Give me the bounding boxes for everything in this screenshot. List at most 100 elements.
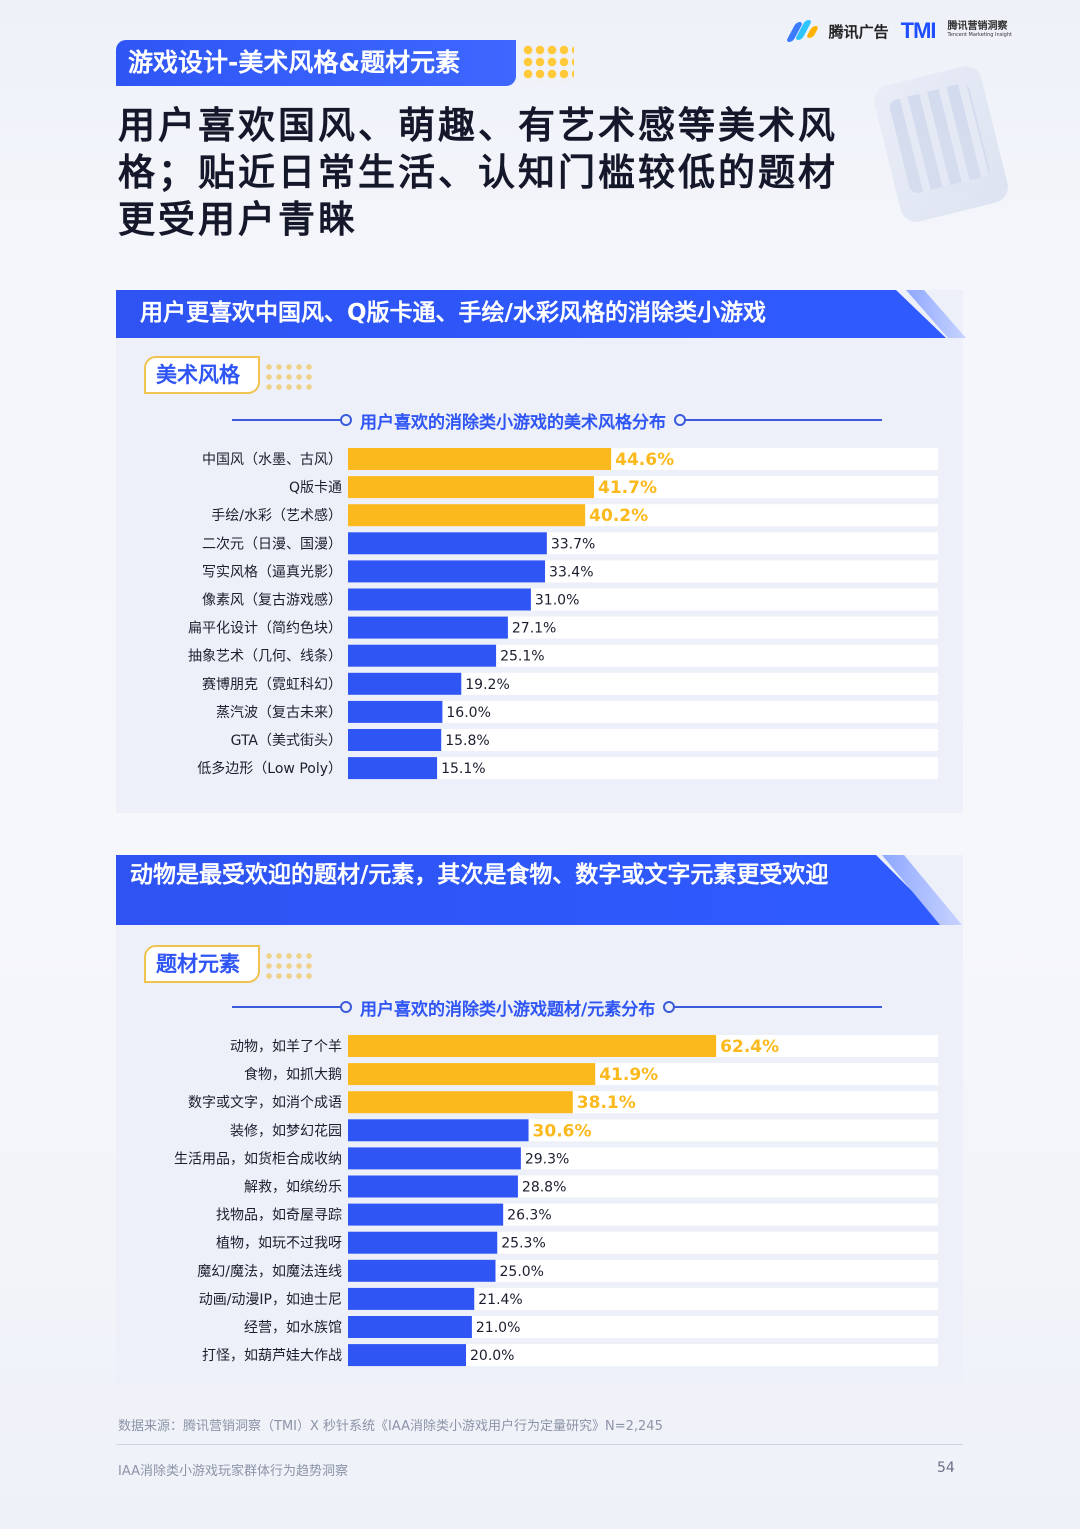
bar — [348, 588, 531, 611]
page-headline: 用户喜欢国风、萌趣、有艺术感等美术风格；贴近日常生活、认知门槛较低的题材更受用户… — [118, 104, 838, 241]
bar — [348, 1119, 529, 1142]
tmi-sub: Tencent Marketing Insight — [947, 32, 1012, 38]
bar — [348, 1091, 573, 1114]
bar — [348, 1259, 496, 1282]
category-label: 手绘/水彩（艺术感） — [211, 507, 342, 524]
chart-title-line-left — [232, 1001, 352, 1013]
chart-title-row: 用户喜欢的消除类小游戏的美术风格分布 — [232, 408, 882, 433]
category-label: GTA（美式街头） — [231, 733, 342, 749]
category-label: 植物，如玩不过我呀 — [216, 1236, 342, 1252]
category-label: 抽象艺术（几何、线条） — [188, 648, 342, 665]
category-label: 动画/动漫IP，如迪士尼 — [199, 1292, 342, 1308]
value-label: 62.4% — [720, 1037, 779, 1057]
category-label: 数字或文字，如消个成语 — [188, 1095, 342, 1111]
category-label: 生活用品，如货柜合成收纳 — [174, 1150, 342, 1167]
value-label: 25.0% — [500, 1264, 544, 1280]
bar — [348, 1316, 472, 1338]
bar-track — [348, 1287, 938, 1310]
value-label: 30.6% — [533, 1121, 592, 1141]
tmi-name: 腾讯营销洞察 — [947, 21, 1008, 32]
bar — [348, 448, 612, 470]
bar-track — [348, 1344, 938, 1367]
bar-track — [348, 1316, 938, 1338]
art-style-tag: 美术风格 — [144, 356, 260, 394]
value-label: 41.7% — [598, 478, 657, 498]
page-number: 54 — [937, 1460, 955, 1476]
theme-element-panel: 动物是最受欢迎的题材/元素，其次是食物、数字或文字元素更受欢迎 题材元素 用户喜… — [116, 855, 963, 1385]
category-label: 解救，如缤纷乐 — [244, 1180, 342, 1196]
category-label: 装修，如梦幻花园 — [230, 1123, 342, 1139]
bar — [348, 476, 595, 499]
category-label: 找物品，如奇屋寻踪 — [216, 1207, 342, 1224]
bar-track — [348, 757, 938, 780]
category-label: 动物，如羊了个羊 — [230, 1039, 342, 1055]
value-label: 25.1% — [500, 649, 544, 665]
bar-track — [348, 672, 938, 695]
bar — [348, 700, 443, 723]
art-style-panel: 用户更喜欢中国风、Q版卡通、手绘/水彩风格的消除类小游戏 美术风格 用户喜欢的消… — [116, 290, 966, 813]
chart-title: 用户喜欢的消除类小游戏的美术风格分布 — [360, 412, 666, 433]
category-label: 像素风（复古游戏感） — [202, 592, 342, 609]
bar — [348, 672, 462, 695]
tmi-logo-text: 腾讯营销洞察 Tencent Marketing Insight — [948, 22, 1012, 40]
category-label: 扁平化设计（简约色块） — [188, 620, 342, 637]
bar — [348, 560, 546, 583]
tencent-ads-logo-icon — [785, 20, 819, 42]
tencent-ads-logo: 腾讯广告 TMI 腾讯营销洞察 Tencent Marketing Insigh… — [785, 18, 1012, 44]
category-label: 写实风格（逼真光影） — [202, 564, 342, 580]
bar-track — [348, 700, 938, 723]
bar — [348, 1203, 504, 1226]
art-style-bar-chart: 中国风（水墨、古风） 44.6% Q版卡通 41.7% 手绘/水彩（艺术感） 40.2% 二… — [188, 448, 938, 780]
tencent-ads-logo-text: 腾讯广告 — [828, 22, 889, 41]
decorative-phone-illustration — [870, 62, 1012, 226]
bar — [348, 1063, 596, 1086]
category-label: Q版卡通 — [289, 480, 342, 496]
chart-title-line-left — [232, 414, 352, 426]
value-label: 26.3% — [507, 1208, 551, 1224]
value-label: 40.2% — [589, 506, 648, 526]
value-label: 29.3% — [525, 1151, 569, 1167]
art-style-banner: 用户更喜欢中国风、Q版卡通、手绘/水彩风格的消除类小游戏 — [116, 290, 946, 338]
category-label: 经营，如水族馆 — [244, 1320, 342, 1336]
bar — [348, 757, 438, 780]
value-label: 28.8% — [522, 1180, 566, 1196]
bar — [348, 1147, 521, 1170]
value-label: 19.2% — [465, 677, 509, 693]
category-label: 赛博朋克（霓虹科幻） — [202, 676, 342, 693]
bar — [348, 1175, 518, 1198]
value-label: 20.0% — [470, 1348, 514, 1364]
value-label: 25.3% — [501, 1236, 545, 1252]
footer-report-title: IAA消除类小游戏玩家群体行为趋势洞察 — [118, 1464, 348, 1479]
value-label: 16.0% — [446, 705, 490, 721]
value-label: 27.1% — [512, 621, 556, 637]
value-label: 21.4% — [478, 1292, 522, 1308]
category-label: 蒸汽波（复古未来） — [216, 704, 342, 721]
value-label: 15.8% — [445, 733, 489, 749]
theme-element-tag: 题材元素 — [144, 945, 260, 983]
value-label: 33.7% — [551, 536, 595, 552]
category-label: 魔幻/魔法，如魔法连线 — [197, 1264, 342, 1280]
bar — [348, 1344, 466, 1367]
bar — [348, 1287, 475, 1310]
category-label: 打怪，如葫芦娃大作战 — [202, 1347, 342, 1364]
tmi-logo-mark: TMI — [900, 18, 937, 43]
value-label: 44.6% — [615, 450, 674, 470]
chart-title-line-right — [674, 414, 882, 426]
category-label: 食物，如抓大鹅 — [244, 1066, 342, 1083]
bar — [348, 1231, 498, 1254]
chart-title: 用户喜欢的消除类小游戏题材/元素分布 — [360, 999, 656, 1020]
section-tag-dots — [522, 44, 574, 82]
value-label: 33.4% — [549, 564, 593, 580]
chart-title-row: 用户喜欢的消除类小游戏题材/元素分布 — [232, 995, 882, 1020]
bar — [348, 616, 508, 639]
section-tag: 游戏设计-美术风格&题材元素 — [116, 40, 517, 86]
data-source: 数据来源：腾讯营销洞察（TMI）X 秒针系统《IAA消除类小游戏用户行为定量研究… — [118, 1419, 663, 1434]
value-label: 38.1% — [577, 1093, 636, 1113]
category-label: 低多边形（Low Poly） — [197, 760, 342, 777]
bar — [348, 532, 547, 555]
value-label: 41.9% — [599, 1065, 658, 1085]
bar-track — [348, 729, 938, 751]
bar — [348, 504, 586, 527]
value-label: 15.1% — [441, 761, 485, 777]
category-label: 二次元（日漫、国漫） — [202, 536, 342, 552]
